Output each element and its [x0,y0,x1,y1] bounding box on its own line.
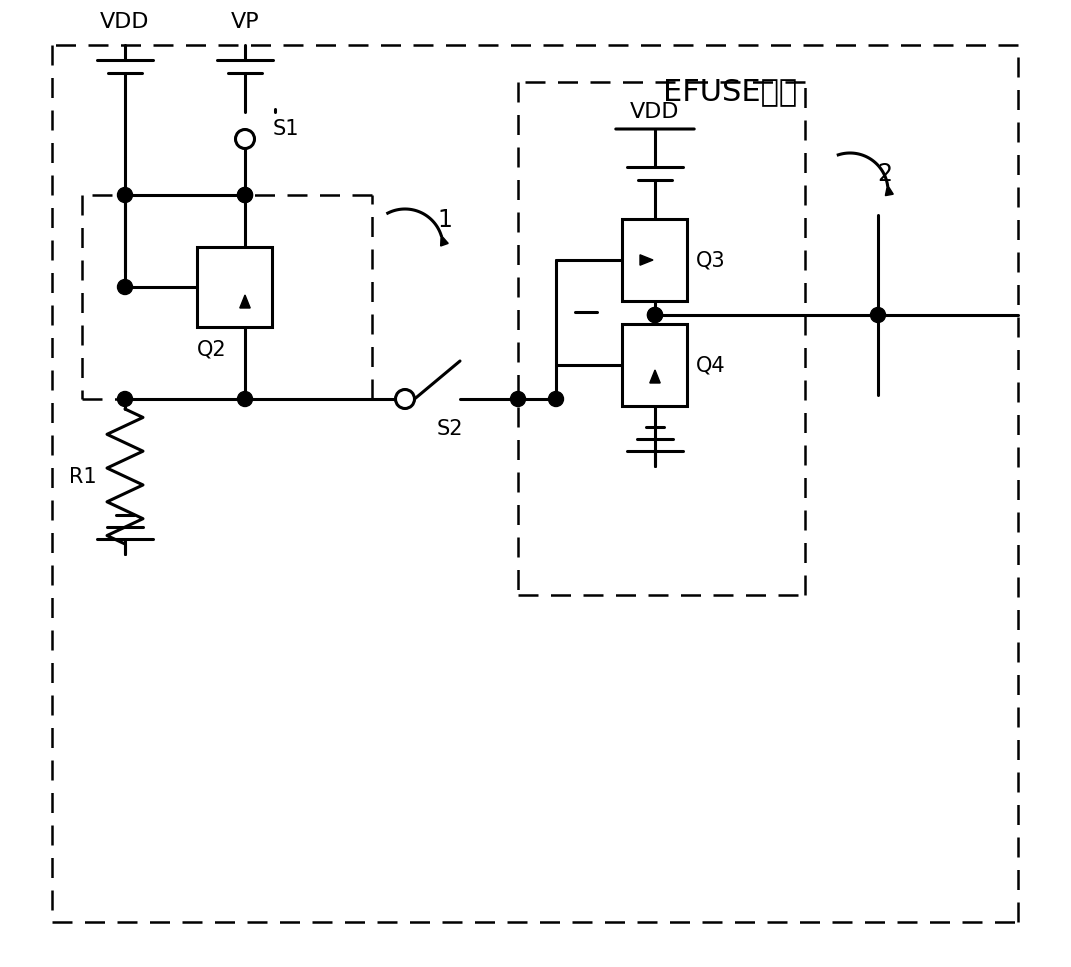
Polygon shape [650,370,660,383]
Text: Q4: Q4 [695,355,725,375]
Circle shape [648,308,663,323]
Text: VDD: VDD [630,102,680,122]
Polygon shape [240,295,251,308]
Text: 2: 2 [877,162,892,186]
Text: Q3: Q3 [695,250,725,270]
Circle shape [511,392,526,406]
Bar [622,324,688,406]
Circle shape [118,279,133,295]
Text: Q2: Q2 [197,339,227,359]
Circle shape [238,188,253,202]
Polygon shape [440,235,449,246]
Circle shape [118,392,133,406]
Text: R1: R1 [70,466,96,486]
Text: VDD: VDD [101,12,150,32]
Circle shape [238,392,253,406]
Polygon shape [886,185,893,195]
Circle shape [648,308,663,323]
Circle shape [871,308,886,323]
Circle shape [238,188,253,202]
Bar [197,247,272,327]
Text: EFUSE电路: EFUSE电路 [663,77,797,106]
Text: 1: 1 [437,208,452,232]
Text: S2: S2 [437,419,464,439]
Circle shape [548,392,563,406]
Polygon shape [640,254,653,265]
Bar [622,219,688,301]
Text: VP: VP [230,12,259,32]
Circle shape [118,188,133,202]
Text: S1: S1 [273,119,300,139]
